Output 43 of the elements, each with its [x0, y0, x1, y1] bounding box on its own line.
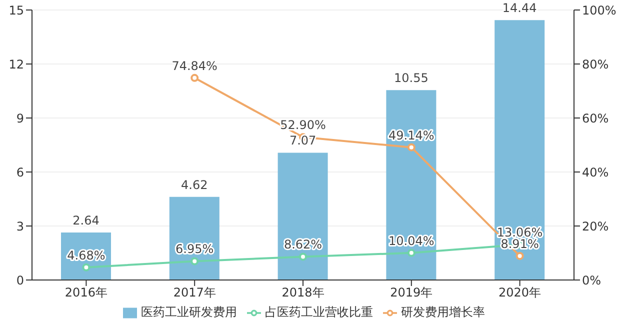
- y-tick-label: 0: [16, 273, 24, 288]
- y2-tick-label: 80%: [582, 57, 609, 72]
- data-label: 6.95%: [176, 242, 214, 256]
- point: [299, 252, 307, 261]
- point: [407, 248, 416, 257]
- x-tick-label: 2019年: [390, 286, 433, 300]
- y-tick-label: 3: [16, 219, 24, 234]
- data-label: 10.55: [394, 71, 428, 86]
- x-tick-label: 2016年: [64, 286, 108, 300]
- y2-tick-label: 100%: [582, 3, 616, 18]
- point: [190, 74, 199, 82]
- point: [407, 143, 416, 152]
- y-tick-label: 15: [8, 3, 24, 18]
- point: [516, 252, 524, 260]
- data-label: 49.14%: [388, 128, 434, 142]
- x-tick-label: 2020年: [498, 286, 542, 300]
- y2-tick-label: 60%: [582, 111, 609, 126]
- x-tick-label: 2017年: [173, 286, 216, 300]
- y-tick-label: 9: [16, 111, 24, 126]
- legend-label: 占医药工业营收比重: [265, 305, 373, 319]
- y-tick-label: 12: [8, 57, 24, 72]
- data-label: 10.04%: [388, 234, 434, 248]
- y2-tick-label: 0%: [582, 273, 602, 288]
- y2-tick-label: 20%: [582, 219, 609, 234]
- data-label: 4.68%: [67, 248, 106, 262]
- data-label: 74.84%: [172, 58, 218, 73]
- legend-label: 医药工业研发费用: [141, 305, 237, 319]
- bar: [169, 196, 220, 280]
- point: [190, 257, 199, 266]
- y-tick-label: 6: [16, 165, 24, 180]
- point: [82, 263, 90, 272]
- data-label: 8.62%: [284, 238, 322, 252]
- data-label: 52.90%: [280, 118, 326, 132]
- x-tick-label: 2018年: [282, 286, 324, 300]
- y2-tick-label: 40%: [582, 165, 609, 180]
- bar: [278, 152, 328, 280]
- data-label: 2.64: [72, 213, 100, 228]
- bar: [386, 90, 436, 280]
- data-label: 4.62: [181, 178, 208, 192]
- bar: [494, 20, 545, 280]
- legend-label: 研发费用增长率: [401, 305, 485, 319]
- data-label: 14.44: [502, 1, 537, 16]
- data-label: 13.06%: [496, 226, 543, 240]
